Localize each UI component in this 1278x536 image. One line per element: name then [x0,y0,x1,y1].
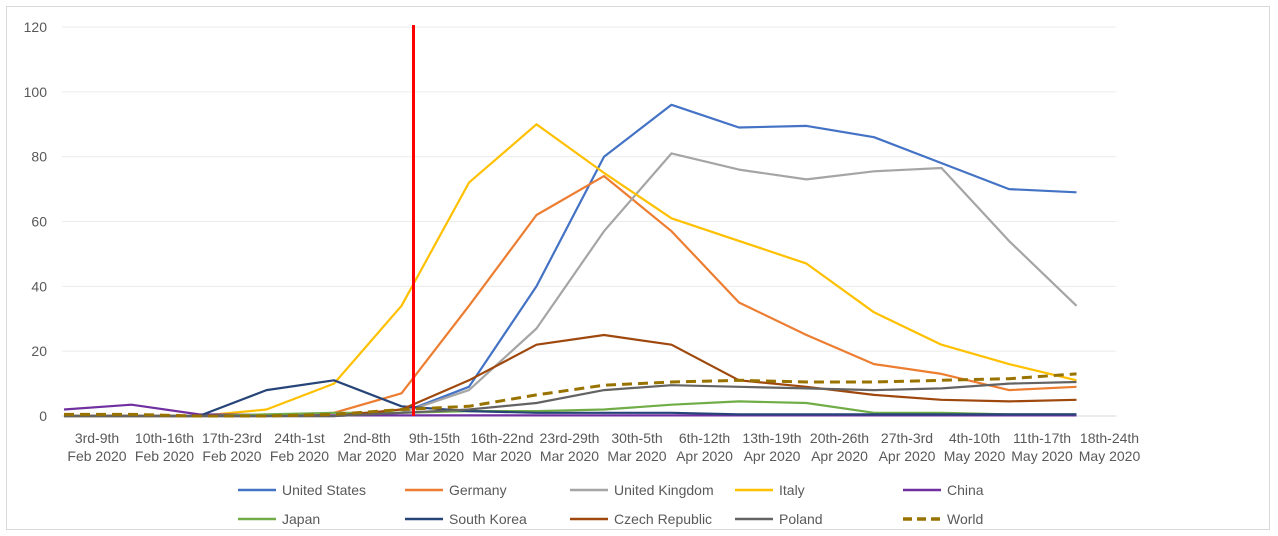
x-tick-label: 27th-3rd Apr 2020 [879,430,936,464]
x-tick-label-line: Mar 2020 [405,448,464,464]
x-tick-label: 16th-22nd Mar 2020 [470,430,533,464]
x-tick-label: 24th-1st Feb 2020 [270,430,329,464]
x-tick-label: 18th-24th May 2020 [1079,430,1141,464]
y-tick-label: 60 [31,214,47,230]
x-tick-label-line: 2nd-8th [343,430,390,446]
series-line-united-kingdom [64,152,1078,418]
x-tick-label-line: May 2020 [1079,448,1141,464]
series-line-united-states [64,103,1077,418]
x-tick-label: 20th-26th Apr 2020 [810,430,869,464]
x-tick-label-line: Apr 2020 [879,448,936,464]
x-tick-label: 30th-5th Mar 2020 [607,430,666,464]
x-tick-label: 6th-12th Apr 2020 [676,430,733,464]
x-tick-label-line: Mar 2020 [540,448,599,464]
x-tick-label-line: Apr 2020 [811,448,868,464]
series-line-germany [64,175,1077,418]
x-tick-label-line: Feb 2020 [135,448,194,464]
x-tick-label-line: Mar 2020 [337,448,396,464]
x-tick-label-line: May 2020 [1011,448,1073,464]
y-tick-label: 0 [39,408,47,424]
x-tick-label-line: 18th-24th [1080,430,1139,446]
x-tick-label-line: 6th-12th [679,430,730,446]
x-tick-label-line: Apr 2020 [744,448,801,464]
x-tick-label-line: May 2020 [944,448,1006,464]
series-line-italy [64,123,1077,418]
x-tick-label: 9th-15th Mar 2020 [405,430,464,464]
series-line-south-korea [64,379,1077,418]
x-tick-label: 17th-23rd Feb 2020 [202,430,262,464]
legend-label: Japan [282,511,320,527]
chart-frame [6,6,1270,530]
legend-label: Germany [449,482,507,498]
x-tick-label-line: 30th-5th [611,430,662,446]
x-tick-label-line: Apr 2020 [676,448,733,464]
y-tick-label: 120 [24,19,48,35]
x-tick-label-line: 20th-26th [810,430,869,446]
legend-label: Italy [779,482,805,498]
x-tick-label-line: 13th-19th [742,430,801,446]
x-tick-label: 10th-16th Feb 2020 [135,430,194,464]
x-tick-label-line: 9th-15th [409,430,460,446]
legend-label: United States [282,482,366,498]
x-tick-label-line: 11th-17th [1013,430,1071,446]
legend-label: Poland [779,511,823,527]
x-tick-label: 11th-17th May 2020 [1011,430,1073,464]
legend-label: China [947,482,984,498]
x-tick-label-line: 10th-16th [135,430,194,446]
x-tick-label-line: 3rd-9th [75,430,119,446]
series-line-czech-republic [64,333,1077,418]
x-tick-label-line: Mar 2020 [607,448,666,464]
legend-label: World [947,511,983,527]
x-tick-label-line: 24th-1st [274,430,325,446]
y-tick-label: 100 [24,84,48,100]
x-tick-label: 3rd-9th Feb 2020 [67,430,126,464]
y-tick-label: 40 [31,278,47,294]
x-tick-label-line: 23rd-29th [540,430,600,446]
x-tick-label: 2nd-8th Mar 2020 [337,430,396,464]
x-tick-label-line: 27th-3rd [881,430,933,446]
x-tick-label-line: Feb 2020 [270,448,329,464]
legend-label: Czech Republic [614,511,712,527]
y-tick-label: 20 [31,343,47,359]
x-tick-label-line: Mar 2020 [472,448,531,464]
x-tick-label: 4th-10th May 2020 [944,430,1006,464]
x-tick-label: 23rd-29th Mar 2020 [540,430,600,464]
legend-label: South Korea [449,511,527,527]
x-tick-label-line: Feb 2020 [67,448,126,464]
x-tick-label: 13th-19th Apr 2020 [742,430,801,464]
x-tick-label-line: 17th-23rd [202,430,262,446]
x-tick-label-line: 4th-10th [949,430,1000,446]
x-tick-label-line: Feb 2020 [202,448,261,464]
x-tick-label-line: 16th-22nd [470,430,533,446]
y-tick-label: 80 [31,149,47,165]
legend-label: United Kingdom [614,482,714,498]
series-line-world [64,372,1077,418]
